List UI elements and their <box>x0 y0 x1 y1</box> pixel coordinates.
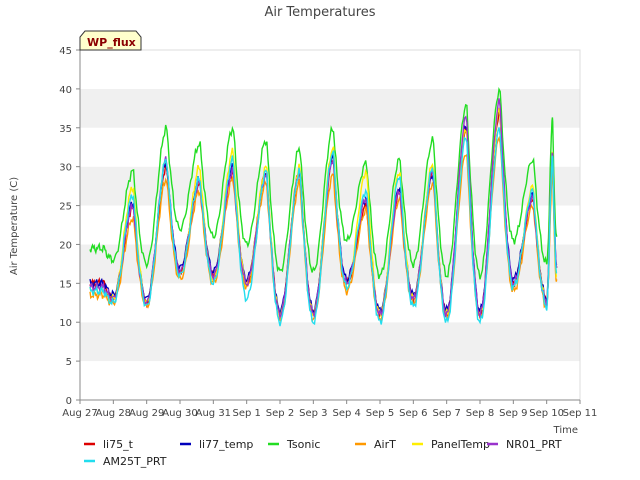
chart-title: Air Temperatures <box>264 5 375 20</box>
grid-band <box>80 50 580 89</box>
x-tick-label: Sep 2 <box>266 408 294 419</box>
wp-flux-badge-shape <box>79 30 142 51</box>
y-tick-label: 35 <box>59 124 72 135</box>
y-tick-label: 10 <box>59 318 72 329</box>
y-axis-title: Air Temperature (C) <box>9 177 20 275</box>
y-tick-label: 5 <box>66 357 72 368</box>
x-tick-label: Sep 1 <box>232 408 260 419</box>
series-line-tsonic <box>89 87 558 280</box>
y-tick-label: 25 <box>59 202 72 213</box>
x-tick-label: Sep 6 <box>399 408 427 419</box>
legend-label: Tsonic <box>286 438 320 451</box>
series-layer <box>89 87 558 327</box>
y-tick-label: 40 <box>59 85 72 96</box>
legend-item-nr01-prt: NR01_PRT <box>487 438 562 451</box>
legend-label: NR01_PRT <box>506 438 562 451</box>
x-tick-label: Sep 3 <box>299 408 327 419</box>
legend-item-li77-temp: li77_temp <box>180 438 253 451</box>
x-tick-label: Aug 29 <box>129 408 164 419</box>
grid-bands <box>80 50 580 400</box>
legend-item-paneltemp: PanelTemp <box>412 438 490 451</box>
legend-label: li75_t <box>103 438 134 451</box>
series-line-am25t-prt <box>89 127 558 327</box>
x-axis-title: Time <box>553 425 578 436</box>
grid-band <box>80 361 580 400</box>
x-tick-label: Aug 31 <box>196 408 231 419</box>
grid-band <box>80 244 580 284</box>
x-tick-label: Sep 4 <box>332 408 360 419</box>
y-tick-label: 45 <box>59 46 72 57</box>
legend-item-airt: AirT <box>355 438 396 451</box>
x-tick-label: Sep 8 <box>466 408 494 419</box>
x-tick-label: Aug 27 <box>62 408 97 419</box>
y-axis: 0 5 10 15 20 25 30 35 40 45 <box>59 46 81 407</box>
y-tick-label: 30 <box>59 163 72 174</box>
grid-band <box>80 205 580 245</box>
grid-band <box>80 88 580 128</box>
legend-item-am25t-prt: AM25T_PRT <box>84 455 167 468</box>
grid-band <box>80 283 580 323</box>
legend-label: li77_temp <box>199 438 253 451</box>
x-tick-label: Sep 10 <box>529 408 564 419</box>
x-tick-label: Sep 9 <box>499 408 527 419</box>
legend-label: AM25T_PRT <box>103 455 167 468</box>
grid-band <box>80 322 580 362</box>
legend-label: PanelTemp <box>431 438 490 451</box>
legend-item-tsonic: Tsonic <box>268 438 320 451</box>
y-tick-label: 20 <box>59 240 72 251</box>
y-tick-label: 15 <box>59 279 72 290</box>
wp-flux-label: WP_flux <box>87 36 136 49</box>
x-tick-label: Aug 30 <box>162 408 197 419</box>
x-tick-label: Sep 11 <box>563 408 598 419</box>
x-tick-label: Sep 7 <box>432 408 460 419</box>
y-tick-label: 0 <box>66 396 72 407</box>
x-tick-label: Aug 28 <box>96 408 131 419</box>
wp-flux-badge: WP_flux <box>79 30 142 51</box>
x-tick-label: Sep 5 <box>366 408 394 419</box>
legend-item-li75-t: li75_t <box>84 438 134 451</box>
legend: li75_t li77_temp Tsonic AirT PanelTemp NR01_P… <box>84 438 562 468</box>
legend-label: AirT <box>374 438 396 451</box>
